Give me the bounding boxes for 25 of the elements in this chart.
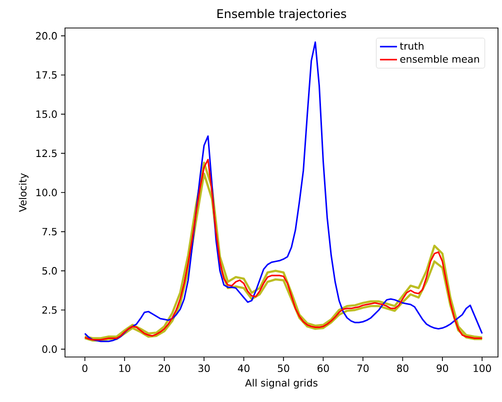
legend-label: ensemble mean <box>400 55 479 63</box>
x-axis-title: All signal grids <box>245 378 318 389</box>
x-tick-label: 70 <box>357 364 369 372</box>
x-tick-label: 80 <box>397 364 408 372</box>
y-tick-label: 17.5 <box>36 71 57 79</box>
x-tick-label: 100 <box>474 364 491 372</box>
y-tick-label: 7.5 <box>42 228 57 236</box>
x-tick-label: 60 <box>318 364 329 372</box>
y-tick-label: 2.5 <box>42 306 57 314</box>
x-tick-label: 90 <box>436 364 448 372</box>
y-tick-label: 15.0 <box>36 110 57 118</box>
chart-title: Ensemble trajectories <box>217 8 346 20</box>
x-tick-label: 50 <box>278 364 290 372</box>
x-tick-label: 30 <box>198 364 210 372</box>
x-tick-label: 20 <box>158 364 170 372</box>
y-tick-label: 5.0 <box>42 267 57 275</box>
y-tick-label: 0.0 <box>42 345 57 353</box>
y-axis-title: Velocity <box>18 173 28 212</box>
x-tick-label: 10 <box>119 364 130 372</box>
x-tick-label: 40 <box>238 364 250 372</box>
x-tick-label: 0 <box>82 364 88 372</box>
y-tick-label: 20.0 <box>36 32 57 40</box>
y-tick-label: 12.5 <box>36 150 57 158</box>
y-tick-label: 10.0 <box>36 188 57 196</box>
legend-label: truth <box>400 42 424 50</box>
